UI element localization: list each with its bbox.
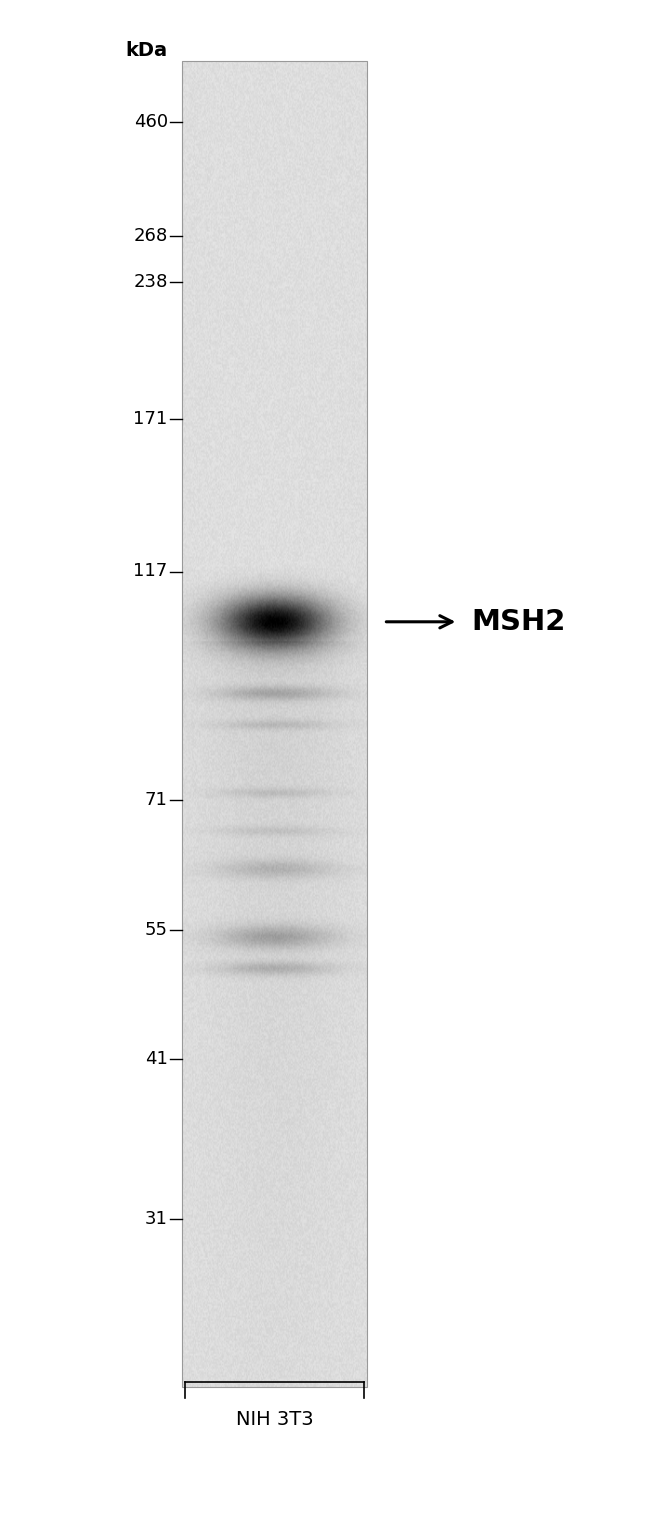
Text: 41: 41 <box>145 1050 168 1068</box>
Text: 238: 238 <box>133 273 168 291</box>
Text: 171: 171 <box>133 410 168 428</box>
Text: 460: 460 <box>134 113 168 131</box>
Text: 71: 71 <box>145 791 168 809</box>
Text: kDa: kDa <box>125 41 168 59</box>
Text: 117: 117 <box>133 562 168 581</box>
Text: MSH2: MSH2 <box>471 608 566 636</box>
Text: 31: 31 <box>145 1210 168 1228</box>
Text: NIH 3T3: NIH 3T3 <box>236 1410 313 1428</box>
Bar <box>182 61 367 1387</box>
Text: 268: 268 <box>133 227 168 245</box>
Text: 55: 55 <box>145 920 168 939</box>
